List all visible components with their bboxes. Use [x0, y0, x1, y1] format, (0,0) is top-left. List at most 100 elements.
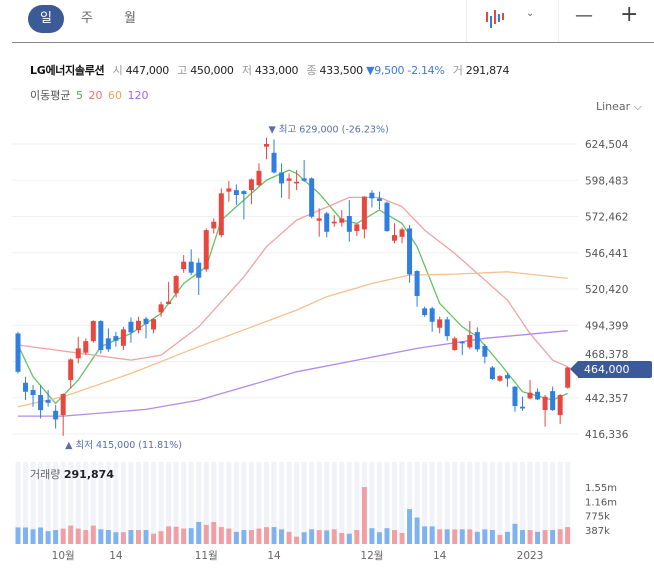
- candlestick-icon[interactable]: [484, 8, 508, 30]
- tab-weekly[interactable]: 주: [81, 11, 93, 26]
- candle-body: [331, 221, 337, 224]
- volume-bg-column: [444, 462, 450, 544]
- volume-bar: [459, 529, 465, 544]
- volume-bg-column: [520, 462, 526, 544]
- volume-tick-label: 775k: [585, 512, 610, 523]
- tab-daily[interactable]: 일: [28, 5, 64, 33]
- candle-body: [38, 395, 44, 411]
- volume-bar: [339, 532, 345, 544]
- chevron-down-icon[interactable]: ⌄: [526, 8, 535, 19]
- volume-bar: [565, 527, 571, 544]
- candle-body: [98, 321, 104, 351]
- zoom-in-button[interactable]: +: [620, 2, 639, 27]
- candle-body: [392, 235, 397, 241]
- change-value: ▼9,500: [366, 64, 405, 77]
- volume-bg-column: [324, 462, 330, 544]
- volume-bg-column: [128, 462, 134, 544]
- volume-bar: [279, 529, 285, 544]
- volume-bg-column: [331, 462, 337, 544]
- candle-body: [429, 308, 435, 322]
- candle-body: [369, 192, 375, 199]
- volume-bg-column: [75, 462, 81, 544]
- x-axis-label: 11월: [195, 550, 218, 562]
- volume-bg-column: [422, 462, 428, 544]
- tab-monthly[interactable]: 월: [124, 11, 136, 26]
- volume-bar: [444, 529, 450, 544]
- volume-bg-column: [83, 462, 89, 544]
- candle-body: [452, 338, 458, 351]
- candle-body: [512, 386, 518, 407]
- candle-body: [482, 346, 488, 357]
- candle-body: [309, 178, 315, 217]
- volume-tick-label: 387k: [585, 526, 610, 537]
- candle-body: [233, 190, 239, 195]
- ma20-legend[interactable]: 20: [88, 89, 103, 102]
- toolbar-underline: [12, 42, 654, 43]
- volume-bar: [527, 530, 533, 544]
- volume-bar: [113, 532, 119, 544]
- candle-body: [203, 230, 209, 270]
- candle-body: [181, 261, 187, 270]
- candle-body: [218, 193, 224, 236]
- volume-bg-column: [399, 462, 405, 544]
- volume-bg-column: [467, 462, 473, 544]
- ma60-legend[interactable]: 60: [107, 89, 122, 102]
- volume-bar: [294, 536, 300, 544]
- volume-bg-column: [354, 462, 360, 544]
- volume-bar: [497, 534, 503, 544]
- candle-body: [158, 304, 164, 313]
- candle-body: [459, 341, 465, 344]
- volume-bar: [392, 530, 397, 544]
- volume-bg-column: [248, 462, 254, 544]
- volume-bar: [414, 517, 420, 544]
- toolbar-divider: [466, 0, 467, 42]
- candle-body: [45, 400, 51, 403]
- volume-bg-column: [211, 462, 217, 544]
- volume-bar: [542, 530, 548, 544]
- candle-body: [301, 178, 307, 181]
- candle-body: [83, 341, 89, 353]
- candle-body: [520, 406, 526, 409]
- open-value: 447,000: [125, 64, 170, 77]
- volume-bg-column: [294, 462, 300, 544]
- volume-bar: [151, 533, 157, 544]
- low-price-annotation: ▲ 최저 415,000 (11.81%): [65, 440, 182, 451]
- volume-bg-column: [233, 462, 239, 544]
- scale-mode-dropdown[interactable]: Linear ⌵: [596, 100, 643, 113]
- quote-info: LG에너지솔루션 시 447,000 고 450,000 저 433,000 종…: [30, 62, 509, 78]
- volume-bar: [346, 533, 352, 544]
- volume-bar: [324, 530, 330, 544]
- volume-bar: [512, 523, 518, 544]
- candle-body: [550, 391, 556, 411]
- volume-bar: [550, 530, 556, 544]
- volume-bar: [301, 532, 307, 544]
- volume-bg-column: [151, 462, 157, 544]
- y-tick-label: 520,420: [585, 284, 628, 296]
- candle-body: [557, 395, 563, 416]
- x-axis-label: 14: [433, 550, 447, 562]
- ma5-line: [17, 169, 568, 405]
- ma5-legend[interactable]: 5: [75, 89, 83, 102]
- volume-bg-column: [188, 462, 194, 544]
- volume-bg-column: [407, 462, 413, 544]
- volume-bg-column: [15, 462, 21, 544]
- volume-bg-column: [53, 462, 59, 544]
- stock-name: LG에너지솔루션: [30, 64, 105, 77]
- volume-bg-column: [512, 462, 518, 544]
- x-axis-label: 2023: [517, 550, 544, 562]
- volume-bg-column: [497, 462, 503, 544]
- candle-body: [565, 367, 571, 388]
- zoom-out-button[interactable]: —: [575, 5, 593, 26]
- volume-bg-column: [459, 462, 465, 544]
- high-price-annotation: ▼ 최고 629,000 (-26.23%): [268, 125, 388, 136]
- volume-bg-column: [489, 462, 495, 544]
- ma-label: 이동평균: [30, 89, 71, 102]
- candle-body: [527, 392, 533, 399]
- ma120-legend[interactable]: 120: [127, 89, 149, 102]
- y-tick-label: 572,462: [585, 212, 628, 224]
- volume-bar: [504, 531, 510, 544]
- volume-bar: [90, 525, 96, 544]
- volume-bg-column: [45, 462, 51, 544]
- x-axis-label: 14: [109, 550, 123, 562]
